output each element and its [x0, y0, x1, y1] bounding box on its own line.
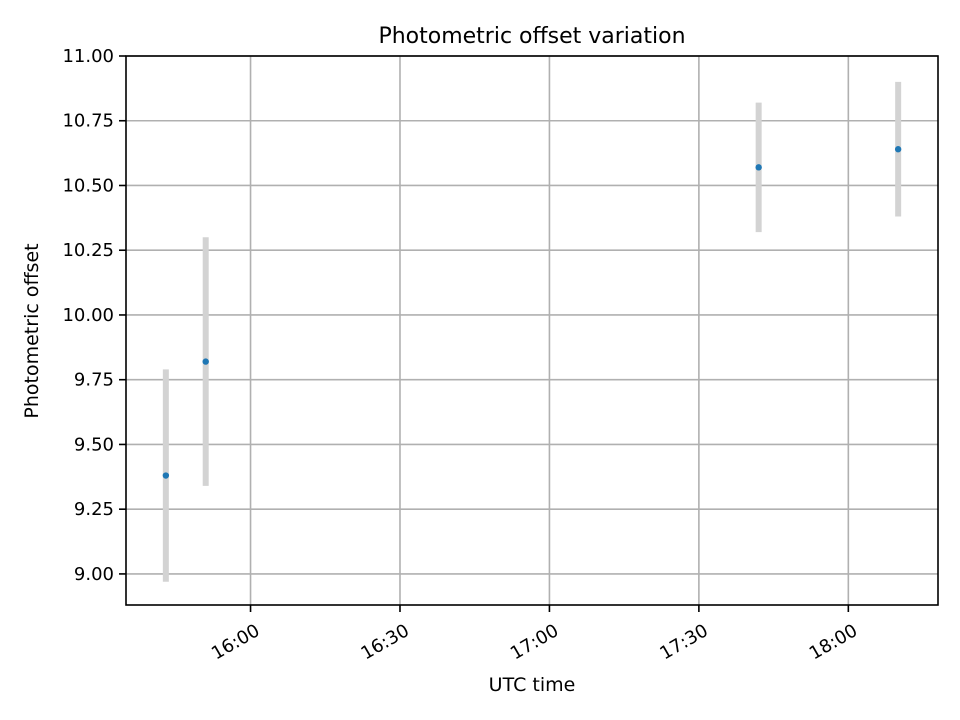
- y-tick-label: 10.75: [62, 111, 114, 132]
- y-tick-label: 9.00: [74, 564, 114, 585]
- plot-frame: [125, 55, 939, 606]
- y-tick-label: 11.00: [62, 46, 114, 67]
- y-tick-label: 9.25: [74, 499, 114, 520]
- y-tick-label: 9.75: [74, 370, 114, 391]
- data-point: [202, 358, 209, 365]
- point-layer: [162, 146, 902, 479]
- chart-title: Photometric offset variation: [378, 24, 685, 49]
- y-tick-label: 10.50: [62, 175, 114, 196]
- x-axis-label: UTC time: [489, 674, 576, 696]
- y-tick-label: 9.50: [74, 434, 114, 455]
- y-axis-ticks: 9.00 9.25 9.50 9.75 10.00 10.25 10.50 10.75 11.0…: [62, 46, 126, 585]
- data-point: [755, 164, 762, 171]
- y-tick-label: 10.00: [62, 305, 114, 326]
- y-axis-label: Photometric offset: [21, 243, 43, 418]
- data-point: [162, 472, 170, 479]
- y-tick-label: 10.25: [62, 240, 114, 261]
- data-point: [894, 146, 902, 153]
